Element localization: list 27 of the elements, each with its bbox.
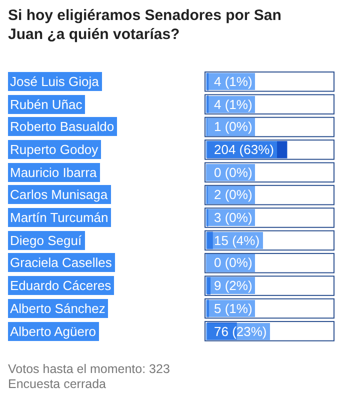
y-tick-label: Rubén Uñac (8, 94, 86, 114)
data-label: 204 (63%) (206, 141, 277, 158)
y-tick-label: Ruperto Godoy (8, 140, 102, 160)
y-tick-label: Alberto Sánchez (8, 298, 108, 318)
text: Encuesta cerrada (8, 377, 106, 391)
data-label: 5 (1%) (206, 300, 256, 318)
y-tick-label: Alberto Agüero (8, 322, 100, 341)
y-tick-label: Mauricio Ibarra (8, 162, 100, 182)
data-label: 2 (0%) (206, 186, 256, 204)
data-label: 76 (23%) (206, 322, 270, 340)
data-label: 9 (2%) (206, 277, 256, 294)
data-label: 0 (0%) (206, 164, 256, 181)
data-label: 0 (0%) (206, 254, 256, 272)
data-label: 1 (0%) (206, 118, 256, 136)
y-tick-label: Graciela Caselles (8, 253, 115, 272)
y-tick-label: Carlos Munisaga (8, 185, 111, 204)
data-label: 4 (1%) (206, 73, 256, 90)
text: Votos hasta el momento: 323 (8, 362, 170, 376)
data-label: 3 (0%) (206, 209, 256, 226)
y-tick-label: Diego Seguí (8, 230, 85, 250)
y-tick-label: Roberto Basualdo (8, 117, 118, 136)
data-label: 4 (1%) (206, 96, 256, 113)
data-label: 15 (4%) (206, 232, 263, 250)
y-tick-label: Martín Turcumán (8, 208, 112, 228)
y-tick-label: José Luis Gioja (8, 72, 102, 91)
y-tick-label: Eduardo Cáceres (8, 276, 114, 296)
chart-title: Si hoy eligiéramos Senadores por San Juan ¿a quién votarías? (8, 7, 282, 43)
